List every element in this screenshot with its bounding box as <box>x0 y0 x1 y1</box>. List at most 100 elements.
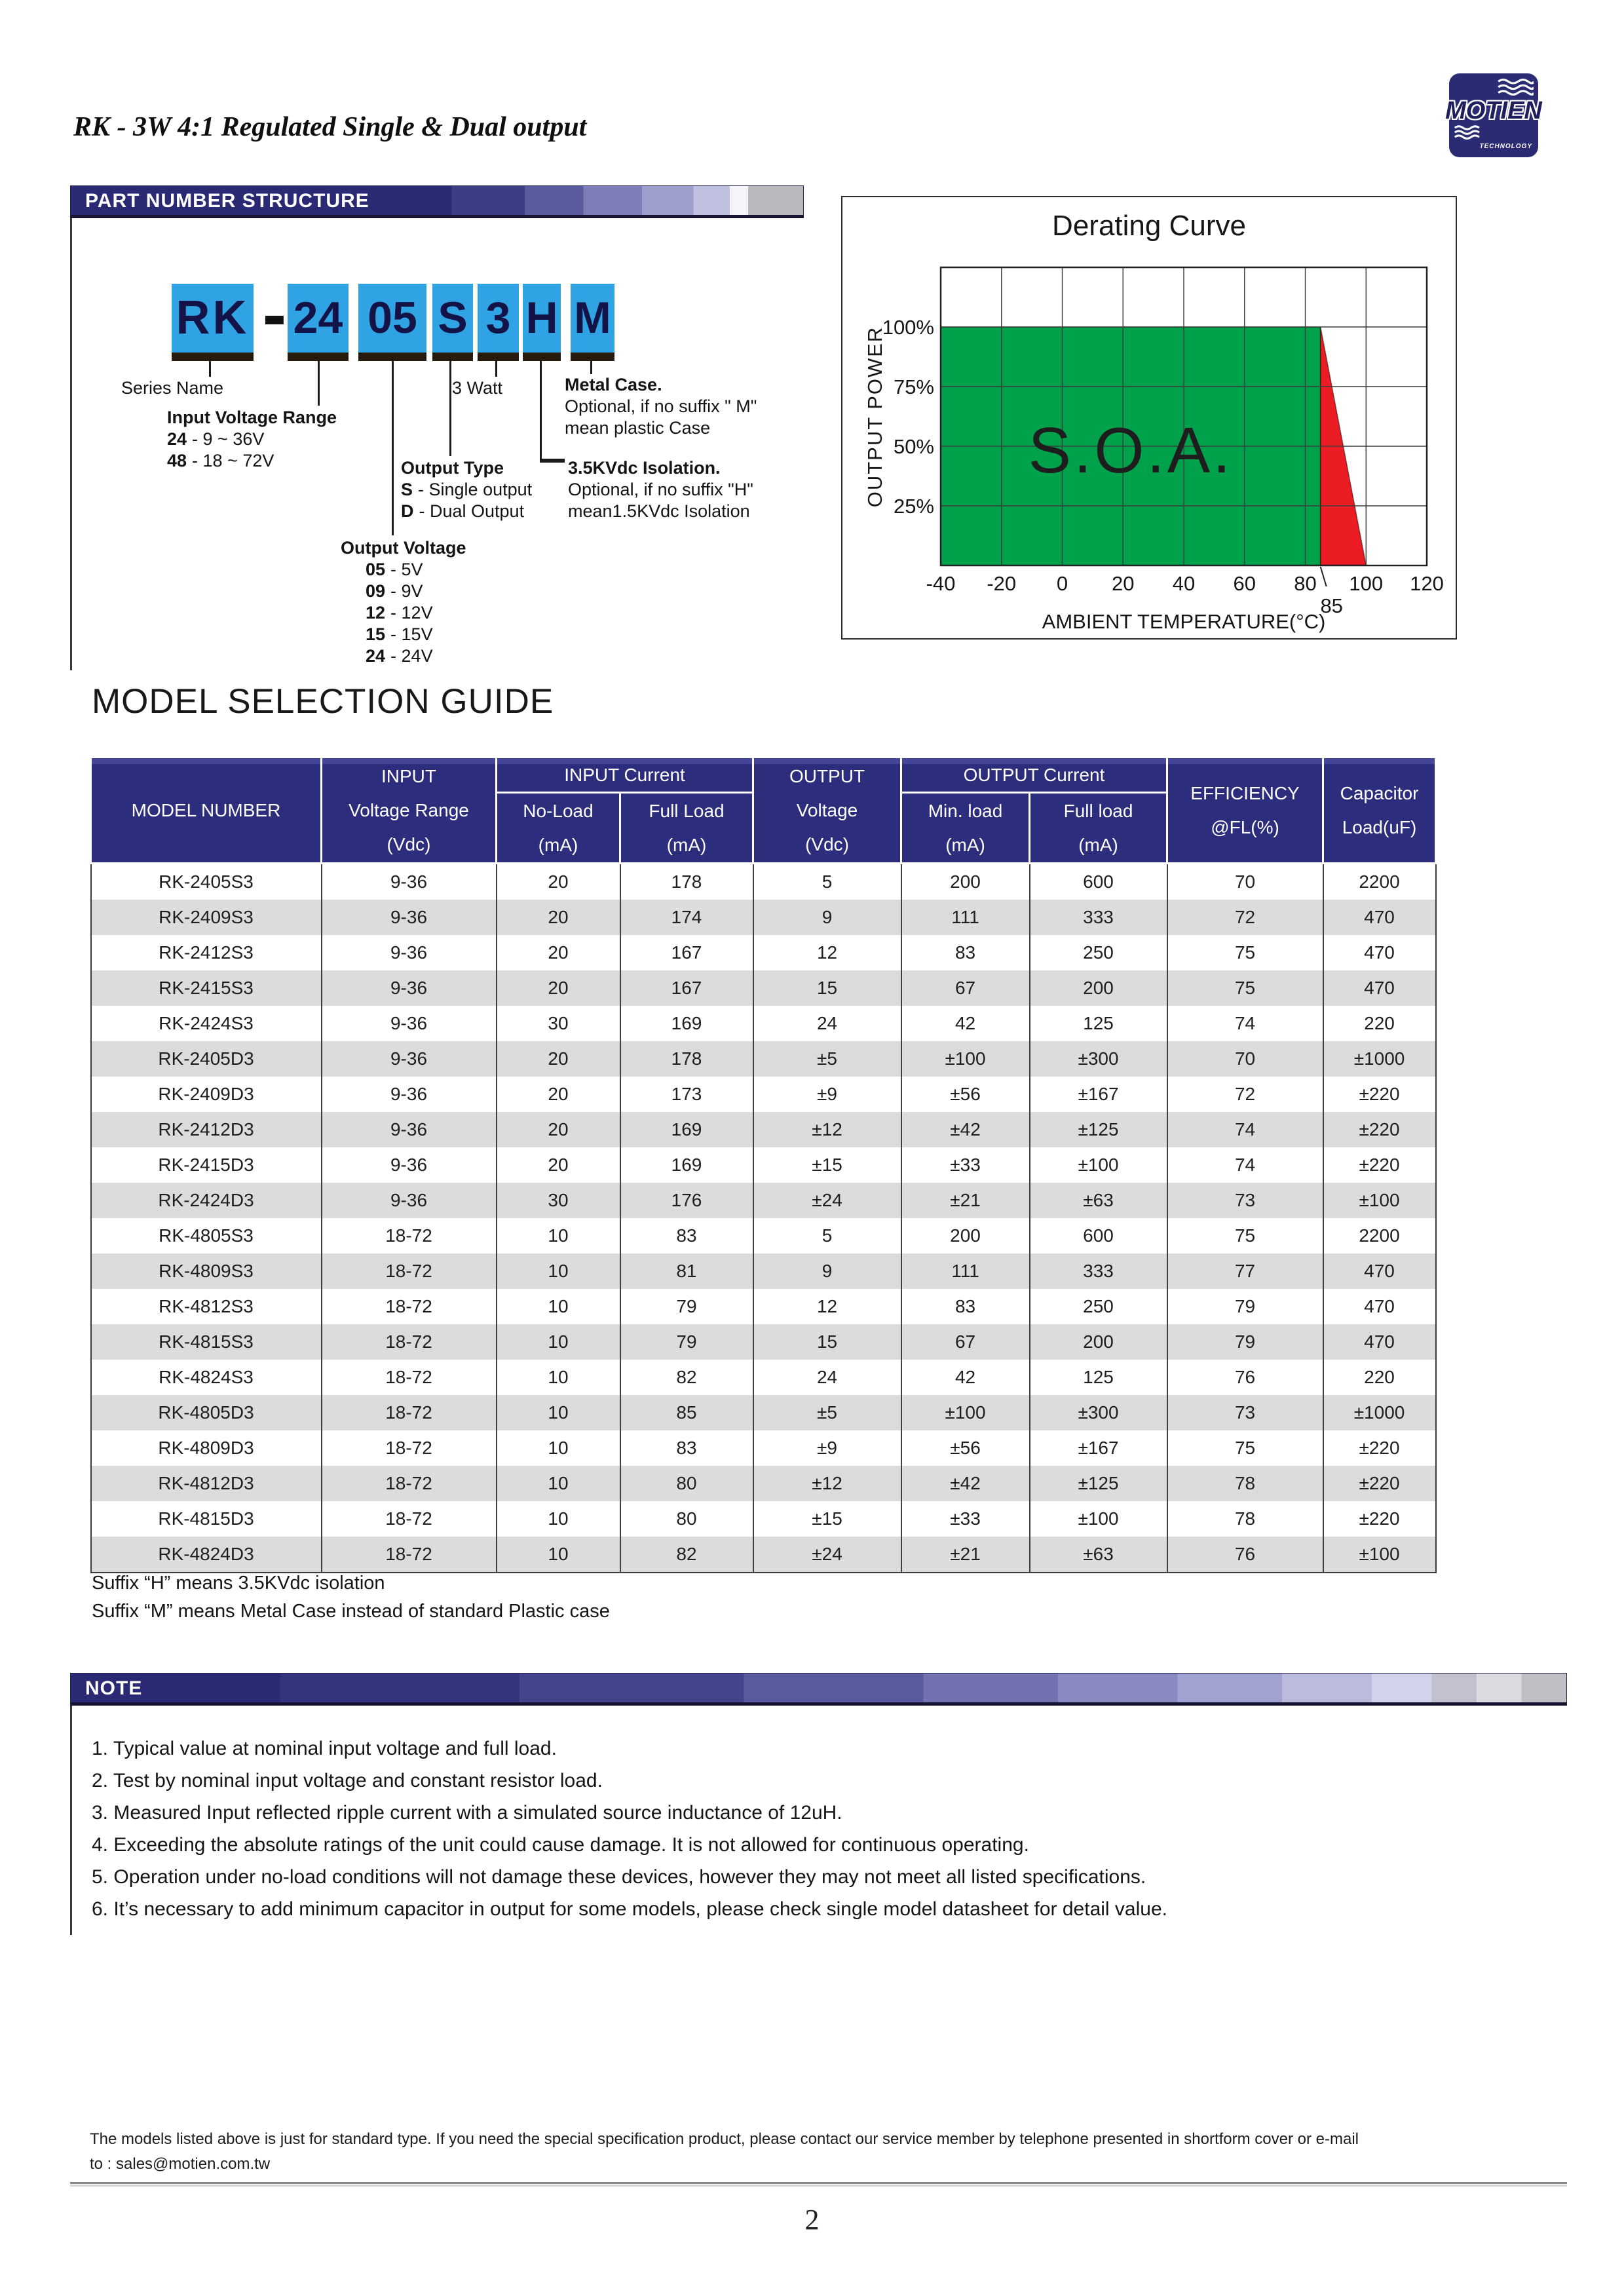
table-cell: 20 <box>495 863 620 900</box>
pn-segment-input-voltage: 24 <box>288 284 349 361</box>
table-cell: 83 <box>900 1289 1030 1324</box>
col-header-input-current: INPUT Current <box>495 756 755 794</box>
table-cell: ±125 <box>1029 1112 1167 1147</box>
table-cell: 18-72 <box>320 1289 497 1324</box>
pn-label-series-name: Series Name <box>121 378 224 398</box>
table-cell: 18-72 <box>320 1253 497 1289</box>
table-cell: 78 <box>1166 1501 1323 1537</box>
table-cell: ±9 <box>752 1077 901 1112</box>
table-cell: 10 <box>495 1466 620 1501</box>
table-cell: 176 <box>619 1183 753 1218</box>
table-cell: ±12 <box>752 1112 901 1147</box>
table-cell: ±100 <box>1029 1501 1167 1537</box>
table-cell: 9-36 <box>320 900 497 935</box>
col-header-input-voltage: INPUT Voltage Range (Vdc) <box>320 756 497 864</box>
table-cell: 20 <box>495 1147 620 1183</box>
table-row: RK-4805S3 18-72 10 83 5 200 600 75 2200 <box>91 1218 1436 1253</box>
table-cell: ±56 <box>900 1077 1030 1112</box>
table-row: RK-2409D3 9-36 20 173 ±9 ±56 ±167 72 ±220 <box>91 1077 1436 1112</box>
pn-segment-isolation: H <box>523 284 561 361</box>
table-cell: 30 <box>495 1183 620 1218</box>
table-row: RK-4815D3 18-72 10 80 ±15 ±33 ±100 78 ±220 <box>91 1501 1436 1537</box>
table-cell: 167 <box>619 935 753 970</box>
table-cell: 67 <box>900 1324 1030 1360</box>
page-title: RK - 3W 4:1 Regulated Single & Dual outp… <box>73 112 587 142</box>
pn-connector <box>392 361 394 535</box>
y-tick-label: 25% <box>894 495 934 518</box>
table-cell: 111 <box>900 1253 1030 1289</box>
table-cell: ±5 <box>752 1395 901 1430</box>
table-cell: 20 <box>495 1112 620 1147</box>
chart-title: Derating Curve <box>1052 210 1246 242</box>
table-cell: ±9 <box>752 1430 901 1466</box>
table-cell: RK-4824D3 <box>158 1544 254 1564</box>
table-cell: 250 <box>1029 1289 1167 1324</box>
table-cell: 82 <box>619 1537 753 1573</box>
table-cell: 76 <box>1166 1537 1323 1573</box>
table-cell: ±220 <box>1322 1147 1436 1183</box>
table-cell: 30 <box>495 1006 620 1041</box>
x-tick-label: 100 <box>1349 572 1383 595</box>
table-cell: 18-72 <box>320 1218 497 1253</box>
part-number-structure-header: PART NUMBER STRUCTURE <box>70 185 804 218</box>
table-cell: 15 <box>752 970 901 1006</box>
note-line: 6. It’s necessary to add minimum capacit… <box>92 1898 1167 1920</box>
table-row: RK-2415D3 9-36 20 169 ±15 ±33 ±100 74 ±220 <box>91 1147 1436 1183</box>
table-cell: 9-36 <box>320 863 497 900</box>
table-cell: 79 <box>619 1324 753 1360</box>
table-cell: 178 <box>619 863 753 900</box>
x-tick-label-85: 85 <box>1320 594 1342 617</box>
y-tick-label: 75% <box>894 375 934 398</box>
table-row: RK-4809S3 18-72 10 81 9 111 333 77 470 <box>90 1253 1436 1289</box>
table-cell: 9-36 <box>320 1183 497 1218</box>
table-cell: 250 <box>1029 935 1167 970</box>
table-row: RK-4812D3 18-72 10 80 ±12 ±42 ±125 78 ±220 <box>90 1466 1436 1501</box>
table-cell: ±33 <box>900 1501 1030 1537</box>
table-cell: 75 <box>1166 1430 1323 1466</box>
table-cell: 24 <box>752 1360 901 1395</box>
table-cell: 12 <box>752 935 901 970</box>
x-tick-label: 20 <box>1112 572 1134 595</box>
part-number-structure-title: PART NUMBER STRUCTURE <box>85 190 369 212</box>
pn-label-watt: 3 Watt <box>452 378 503 398</box>
table-row: RK-2409S3 9-36 20 174 9 111 333 72 470 <box>90 900 1436 935</box>
table-cell: ±300 <box>1029 1395 1167 1430</box>
pn-segment-output-type: S <box>432 284 473 361</box>
table-cell: 9-36 <box>320 1077 497 1112</box>
table-cell: 24 <box>752 1006 901 1041</box>
table-cell: 125 <box>1029 1360 1167 1395</box>
table-cell: 470 <box>1322 935 1436 970</box>
table-cell: 20 <box>495 935 620 970</box>
table-cell: ±220 <box>1322 1466 1436 1501</box>
table-cell: ±42 <box>900 1466 1030 1501</box>
table-cell: RK-2415D3 <box>158 1155 254 1175</box>
table-cell: RK-4805S3 <box>159 1225 254 1246</box>
section-left-border <box>70 218 72 670</box>
table-row: RK-4812S3 18-72 10 79 12 83 250 79 470 <box>91 1289 1436 1324</box>
table-cell: ±220 <box>1322 1077 1436 1112</box>
part-number-diagram: RK - 24 05 S 3 H M Series Name 3 Watt Me… <box>70 217 804 676</box>
model-table-body: RK-2405S3 9-36 20 178 5 200 600 70 2200 RK-2409S3… <box>90 863 1436 1573</box>
table-cell: RK-2405S3 <box>159 871 254 892</box>
table-cell: RK-2424S3 <box>159 1013 254 1033</box>
table-cell: 220 <box>1322 1360 1436 1395</box>
table-cell: ±100 <box>1322 1183 1436 1218</box>
table-cell: 83 <box>900 935 1030 970</box>
col-header-capacitor: Capacitor Load(uF) <box>1322 756 1437 864</box>
table-cell: RK-4824S3 <box>159 1367 254 1387</box>
table-cell: 200 <box>1029 970 1167 1006</box>
table-cell: 70 <box>1166 863 1323 900</box>
table-cell: ±24 <box>752 1183 901 1218</box>
table-cell: ±100 <box>1322 1537 1436 1573</box>
x-tick-label: -20 <box>987 572 1016 595</box>
table-cell: 18-72 <box>320 1360 497 1395</box>
logo-wordmark: MOTIEN <box>1445 97 1542 124</box>
x-tick-label: 40 <box>1173 572 1195 595</box>
table-cell: 12 <box>752 1289 901 1324</box>
pn-label-output-voltage: Output Voltage 05- 5V 09- 9V 12- 12V 15-… <box>341 538 466 666</box>
table-cell: 169 <box>619 1147 753 1183</box>
table-cell: ±1000 <box>1322 1041 1436 1077</box>
table-cell: 470 <box>1322 900 1436 935</box>
table-cell: 220 <box>1322 1006 1436 1041</box>
